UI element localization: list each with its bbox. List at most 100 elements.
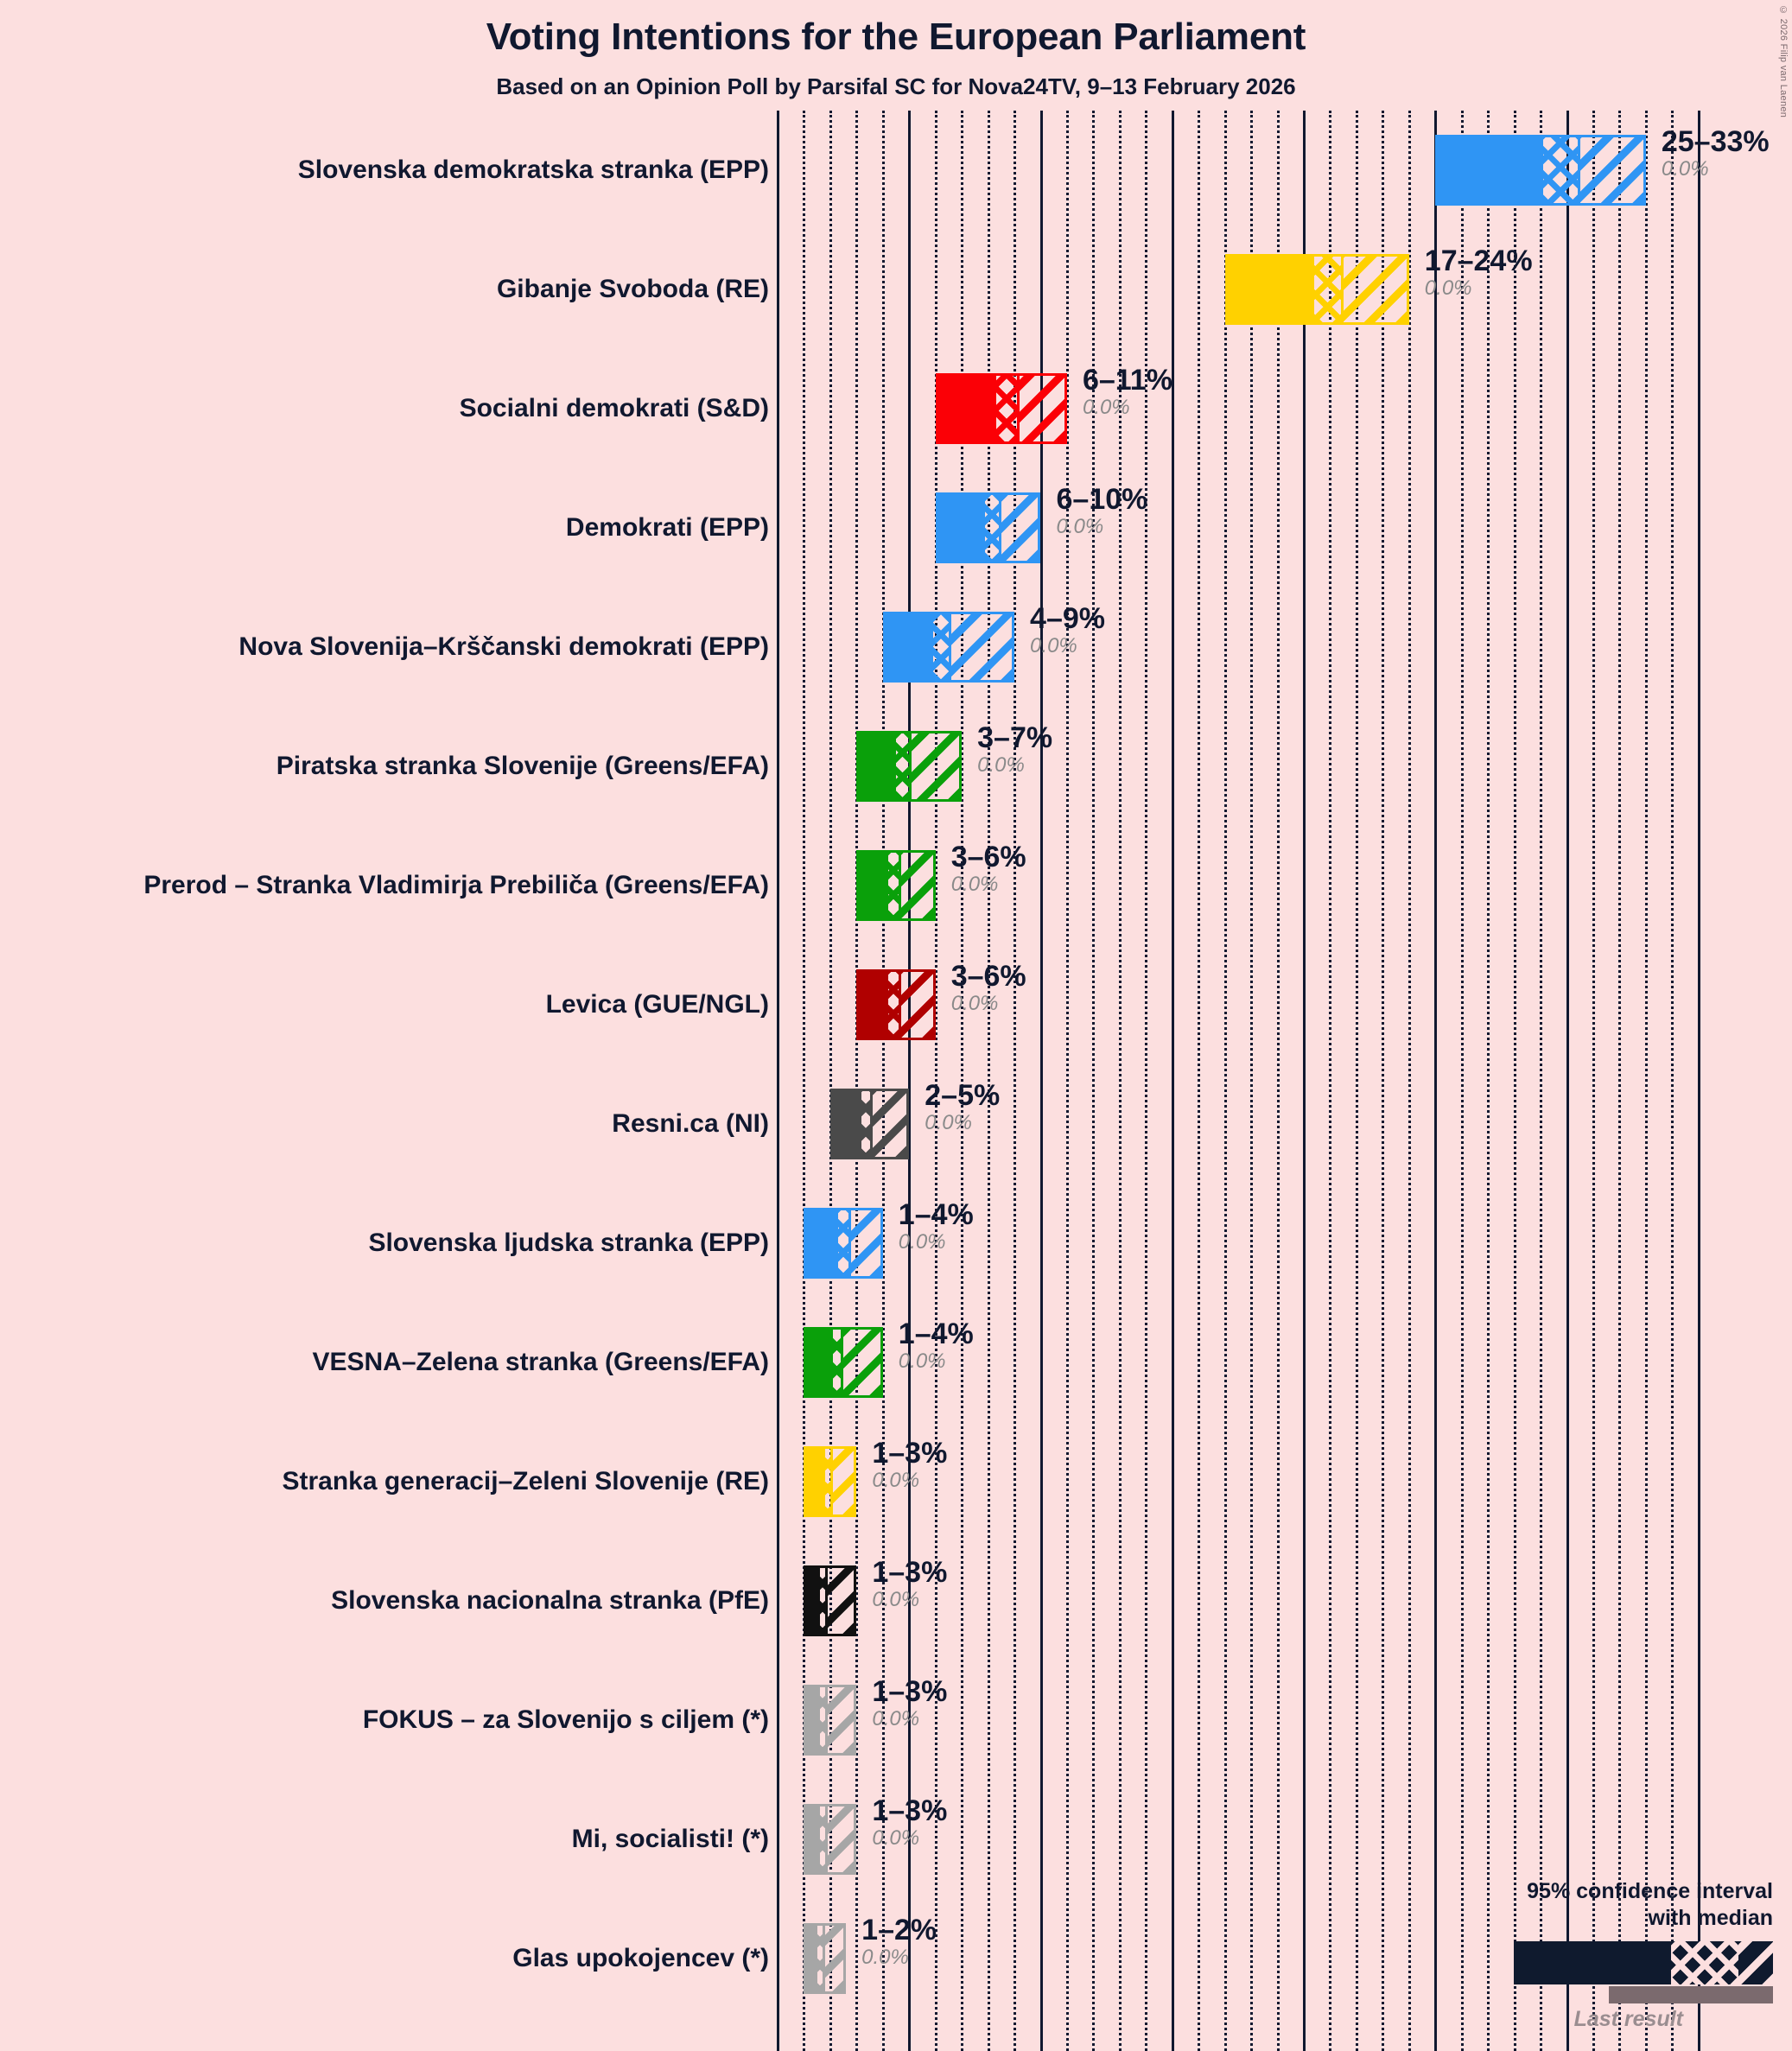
last-result-label: 0.0% [872, 1468, 920, 1492]
value-labels: 1–3% 0.0% [872, 1676, 947, 1730]
confidence-interval-bar [1435, 135, 1646, 206]
interval-range-label: 6–10% [1056, 483, 1148, 516]
bar-solid-segment [829, 1089, 860, 1159]
interval-range-label: 1–3% [872, 1556, 948, 1589]
chart-legend: 95% confidence interval with median Last… [1384, 1878, 1773, 2032]
gridline-minor [1540, 111, 1543, 2051]
gridline-major [1171, 111, 1174, 2051]
bar-median-crosshatch-segment [814, 1923, 825, 1994]
confidence-interval-bar [804, 1446, 857, 1517]
gridline-minor [1487, 111, 1490, 2051]
value-labels: 17–24% 0.0% [1425, 245, 1533, 300]
page-title: Voting Intentions for the European Parli… [486, 16, 1306, 58]
interval-range-label: 3–6% [950, 960, 1026, 993]
legend-last-result-bar [1609, 1986, 1773, 2003]
interval-range-label: 1–3% [872, 1437, 948, 1470]
last-result-label: 0.0% [861, 1945, 909, 1969]
bar-upper-diagonal-segment [1579, 135, 1646, 206]
legend-interval-bar [1514, 1941, 1773, 1984]
bar-median-crosshatch-segment [993, 373, 1020, 444]
legend-last-result-label: Last result [1573, 2007, 1683, 2031]
gridline-minor [1250, 111, 1254, 2051]
bar-solid-segment [935, 373, 994, 444]
last-result-label: 0.0% [1056, 514, 1104, 538]
last-result-label: 0.0% [1030, 633, 1077, 657]
party-label: Socialni demokrati (S&D) [459, 394, 769, 422]
party-label: FOKUS – za Slovenijo s ciljem (*) [362, 1705, 769, 1734]
interval-range-label: 2–5% [925, 1079, 1001, 1112]
interval-range-label: 1–3% [872, 1794, 948, 1827]
bar-median-crosshatch-segment [885, 969, 902, 1040]
confidence-interval-bar [882, 612, 1015, 683]
value-labels: 1–4% 0.0% [899, 1199, 974, 1254]
bar-median-crosshatch-segment [1312, 254, 1344, 325]
gridline-major [1697, 111, 1700, 2051]
page-subtitle: Based on an Opinion Poll by Parsifal SC … [496, 73, 1296, 99]
value-labels: 1–3% 0.0% [872, 1557, 947, 1611]
bar-upper-diagonal-segment [851, 1208, 883, 1279]
gridline-minor [1276, 111, 1280, 2051]
bar-upper-diagonal-segment [827, 1804, 857, 1875]
chart-row: FOKUS – za Slovenijo s ciljem (*) 1–3% 0.0… [0, 1660, 1792, 1780]
gridline-minor [1592, 111, 1595, 2051]
bar-solid-segment [804, 1208, 836, 1279]
confidence-interval-bar [804, 1685, 857, 1756]
interval-range-label: 1–4% [898, 1318, 974, 1350]
confidence-interval-bar [804, 1565, 857, 1636]
party-label: Prerod – Stranka Vladimirja Prebiliča (G… [143, 871, 769, 899]
bar-median-crosshatch-segment [893, 731, 912, 802]
gridline-minor [1671, 111, 1674, 2051]
gridline-minor [1198, 111, 1201, 2051]
chart-row: Demokrati (EPP) 6–10% 0.0% [0, 468, 1792, 587]
bar-upper-diagonal-segment [872, 1089, 910, 1159]
gridline-minor [1618, 111, 1622, 2051]
confidence-interval-bar [804, 1327, 883, 1398]
value-labels: 1–4% 0.0% [899, 1318, 974, 1373]
confidence-interval-bar [804, 1804, 857, 1875]
gridline-major [777, 111, 779, 2051]
chart-row: Stranka generacij–Zeleni Slovenije (RE) 1… [0, 1422, 1792, 1541]
value-labels: 6–10% 0.0% [1057, 484, 1148, 538]
bar-median-crosshatch-segment [982, 492, 1001, 563]
legend-diagonal-segment [1738, 1941, 1773, 1984]
interval-range-label: 25–33% [1661, 125, 1770, 158]
value-labels: 6–11% 0.0% [1083, 365, 1172, 419]
interval-range-label: 1–3% [872, 1675, 948, 1708]
last-result-label: 0.0% [872, 1826, 920, 1850]
party-label: Slovenska demokratska stranka (EPP) [297, 156, 769, 184]
chart-row: Resni.ca (NI) 2–5% 0.0% [0, 1064, 1792, 1184]
value-labels: 1–2% 0.0% [861, 1914, 937, 1969]
interval-range-label: 3–7% [977, 721, 1053, 754]
bar-median-crosshatch-segment [817, 1685, 828, 1756]
interval-range-label: 6–11% [1082, 364, 1172, 397]
gridline-minor [1329, 111, 1332, 2051]
gridline-minor [829, 111, 832, 2051]
bar-median-crosshatch-segment [817, 1804, 828, 1875]
chart-row: Slovenska ljudska stranka (EPP) 1–4% 0.0% [0, 1184, 1792, 1303]
confidence-interval-bar [1224, 254, 1409, 325]
value-labels: 1–3% 0.0% [872, 1438, 947, 1492]
interval-range-label: 1–2% [861, 1914, 937, 1946]
gridline-minor [961, 111, 964, 2051]
bar-solid-segment [856, 850, 886, 921]
interval-range-label: 3–6% [950, 841, 1026, 873]
chart-row: Levica (GUE/NGL) 3–6% 0.0% [0, 945, 1792, 1064]
last-result-label: 0.0% [925, 1110, 972, 1134]
bar-upper-diagonal-segment [827, 1685, 857, 1756]
bar-median-crosshatch-segment [885, 850, 902, 921]
gridline-major [1039, 111, 1043, 2051]
gridline-minor [1145, 111, 1148, 2051]
last-result-label: 0.0% [950, 991, 999, 1015]
chart-row: Piratska stranka Slovenije (Greens/EFA) 3… [0, 707, 1792, 826]
copyright-notice: © 2026 Filip van Laenen [1778, 5, 1789, 118]
last-result-label: 0.0% [898, 1349, 946, 1373]
gridline-minor [855, 111, 859, 2051]
chart-row: Prerod – Stranka Vladimirja Prebiliča (G… [0, 826, 1792, 945]
bar-upper-diagonal-segment [824, 1923, 847, 1994]
party-label: Resni.ca (NI) [612, 1109, 769, 1138]
interval-range-label: 1–4% [898, 1198, 974, 1231]
legend-solid-segment [1514, 1941, 1671, 1984]
bar-upper-diagonal-segment [1343, 254, 1409, 325]
party-label: Glas upokojencev (*) [512, 1944, 769, 1972]
chart-plot-area: Slovenska demokratska stranka (EPP) 25–33… [0, 111, 1792, 2051]
